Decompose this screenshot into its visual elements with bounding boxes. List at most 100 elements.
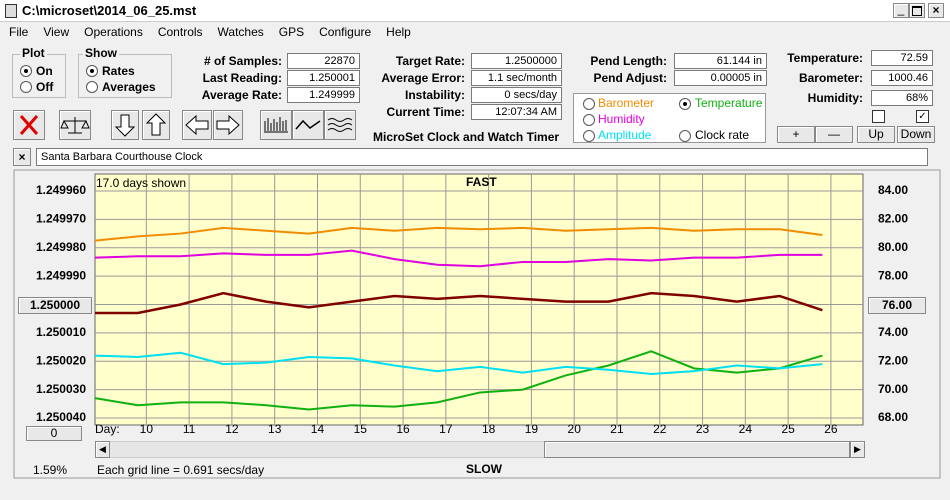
y2-tick-label: 84.00	[878, 183, 908, 197]
field-label: Pend Adjust:	[593, 71, 667, 85]
menu-item[interactable]: View	[43, 25, 70, 39]
y-tick-label: 1.249970	[36, 212, 86, 226]
multi-line-button[interactable]	[324, 110, 356, 140]
menu-item[interactable]: Controls	[157, 25, 203, 39]
x-tick-label: 24	[739, 422, 753, 436]
y2-tick-label: 74.00	[878, 325, 908, 339]
field-value: 22870	[287, 53, 360, 69]
field-label: Pend Length:	[590, 54, 667, 68]
field-label: # of Samples:	[203, 54, 282, 68]
series-line	[94, 351, 823, 376]
minimize-button[interactable]: _	[893, 3, 909, 18]
legend-label[interactable]: Amplitude	[598, 128, 652, 142]
clock-name[interactable]: Santa Barbara Courthouse Clock	[36, 148, 928, 166]
field-value: 12:07:34 AM	[471, 104, 562, 120]
series-line	[94, 350, 823, 411]
radio-label[interactable]: Averages	[102, 80, 156, 94]
close-clock-button[interactable]: ×	[13, 148, 31, 166]
button[interactable]: —	[815, 126, 853, 143]
field-label: Current Time:	[386, 105, 465, 119]
close-button[interactable]: ×	[928, 3, 944, 18]
field-value: 61.144 in	[674, 53, 767, 69]
down-button[interactable]	[111, 110, 139, 140]
right-button[interactable]	[213, 110, 243, 140]
window-title: C:\microset\2014_06_25.mst	[22, 3, 197, 18]
field-label: Barometer:	[798, 71, 863, 85]
radio-button[interactable]	[86, 81, 98, 93]
y2-tick-label[interactable]: 76.00	[868, 296, 926, 314]
bars-button[interactable]	[260, 110, 292, 140]
up-button[interactable]	[142, 110, 170, 140]
series-line	[94, 226, 823, 242]
y2-tick-label: 72.00	[878, 353, 908, 367]
legend-label[interactable]: Temperature	[695, 96, 763, 110]
x-tick-label: 21	[610, 422, 624, 436]
y-tick-label[interactable]: 1.250000	[18, 296, 92, 314]
x-tick-label: 23	[696, 422, 710, 436]
percent: 1.59%	[33, 463, 68, 477]
field-label: Average Error:	[381, 71, 465, 85]
radio-button[interactable]	[583, 98, 595, 110]
radio-button[interactable]	[583, 114, 595, 126]
field-value: 1.250001	[287, 70, 360, 86]
field-value: 1000.46	[871, 70, 933, 86]
y-tick-label: 1.250010	[36, 325, 86, 339]
checkbox[interactable]: ✓	[916, 110, 929, 123]
y-tick-label: 1.250030	[36, 382, 86, 396]
show-label: Show	[83, 46, 119, 60]
radio-button[interactable]	[679, 98, 691, 110]
menu-item[interactable]: GPS	[278, 25, 305, 39]
x-tick-label: 26	[824, 422, 838, 436]
radio-button[interactable]	[86, 65, 98, 77]
x-tick-label: 10	[140, 422, 154, 436]
radio-label[interactable]: On	[36, 64, 53, 78]
legend-label[interactable]: Clock rate	[695, 128, 750, 142]
app-icon	[5, 4, 17, 18]
menu-item[interactable]: Configure	[319, 25, 372, 39]
field-value: 1.1 sec/month	[471, 70, 562, 86]
field-label: Target Rate:	[395, 54, 465, 68]
field-label: Average Rate:	[201, 88, 282, 102]
scroll-thumb[interactable]	[544, 441, 850, 458]
radio-button[interactable]	[20, 81, 32, 93]
menu-item[interactable]: File	[9, 25, 29, 39]
x-tick-label: 20	[568, 422, 582, 436]
left-button[interactable]	[182, 110, 212, 140]
radio-button[interactable]	[583, 130, 595, 142]
y2-tick-label: 82.00	[878, 212, 908, 226]
plot-area	[94, 173, 864, 426]
clear-button[interactable]	[13, 110, 45, 140]
x-tick-label: 18	[482, 422, 496, 436]
radio-button[interactable]	[679, 130, 691, 142]
field-value: 1.2500000	[471, 53, 562, 69]
legend-label[interactable]: Barometer	[598, 96, 655, 110]
app-name: MicroSet Clock and Watch Timer	[373, 130, 560, 144]
field-value: 0.00005 in	[674, 70, 767, 86]
button[interactable]: +	[777, 126, 815, 143]
field-label: Instability:	[404, 88, 465, 102]
plot-label: Plot	[20, 46, 47, 60]
scroll-value[interactable]: 0	[26, 426, 82, 441]
y2-tick-label: 68.00	[878, 410, 908, 424]
button[interactable]: Up	[857, 126, 895, 143]
days-shown: 17.0 days shown	[96, 176, 187, 190]
menu-item[interactable]: Watches	[217, 25, 264, 39]
maximize-button[interactable]	[909, 3, 925, 18]
menu-item[interactable]: Operations	[84, 25, 143, 39]
series-selector	[573, 93, 766, 143]
legend-label[interactable]: Humidity	[598, 112, 645, 126]
scroll-right[interactable]: ▶	[850, 441, 865, 458]
scroll-left[interactable]: ◀	[95, 441, 110, 458]
x-tick-label: 11	[183, 422, 196, 436]
field-value: 72.59	[871, 50, 933, 66]
balance-button[interactable]	[59, 110, 91, 140]
button[interactable]: Down	[897, 126, 935, 143]
field-label: Humidity:	[807, 91, 863, 105]
radio-label[interactable]: Off	[36, 80, 54, 94]
radio-button[interactable]	[20, 65, 32, 77]
checkbox[interactable]	[872, 110, 885, 123]
radio-label[interactable]: Rates	[102, 64, 135, 78]
line-button[interactable]	[292, 110, 324, 140]
menu-item[interactable]: Help	[386, 25, 411, 39]
